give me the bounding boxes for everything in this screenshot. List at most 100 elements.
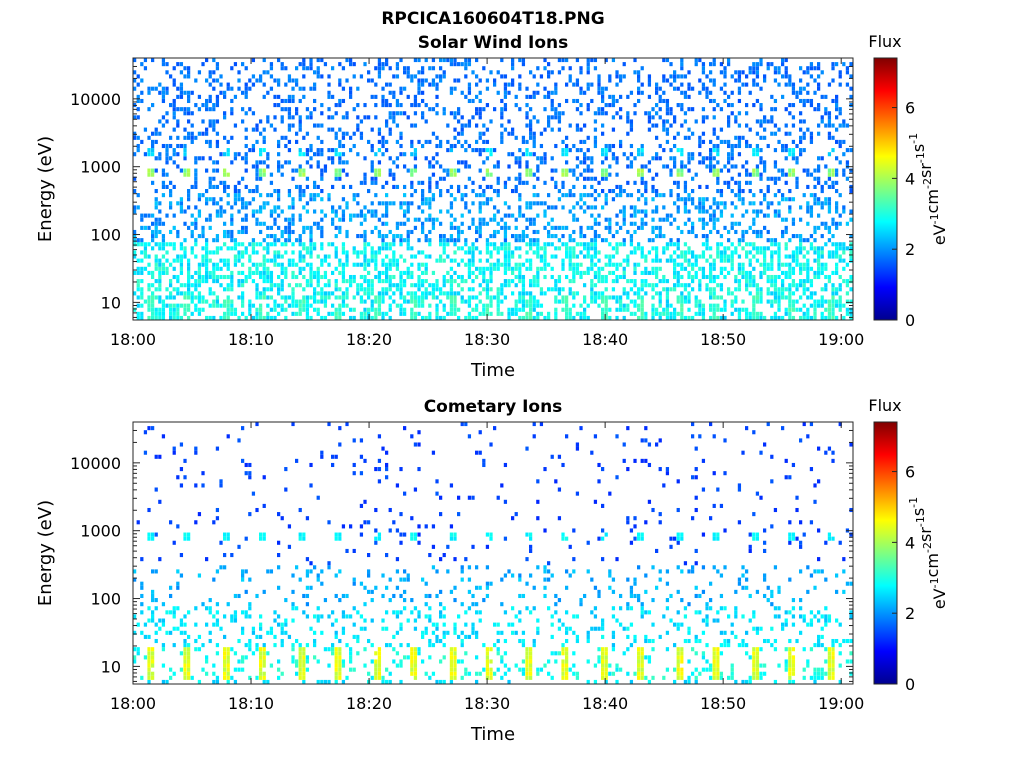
heatmap-cell: [727, 156, 731, 161]
heatmap-cell: [442, 107, 446, 112]
heatmap-cell: [543, 266, 547, 271]
heatmap-cell: [417, 205, 421, 210]
heatmap-cell: [208, 82, 212, 87]
heatmap-cell: [460, 197, 464, 202]
heatmap-cell: [550, 98, 554, 104]
heatmap-cell: [493, 189, 497, 194]
heatmap-cell: [356, 250, 360, 255]
heatmap-cell: [262, 70, 266, 75]
heatmap-cell: [345, 250, 349, 255]
heatmap-cell: [201, 258, 205, 263]
heatmap-cell: [669, 213, 673, 218]
heatmap-cell: [727, 291, 731, 296]
heatmap-cell: [385, 254, 389, 259]
heatmap-cell: [449, 86, 454, 91]
heatmap-cell: [795, 246, 799, 251]
heatmap-cell: [518, 74, 522, 79]
heatmap-cell: [435, 184, 439, 189]
heatmap-cell: [777, 176, 781, 181]
heatmap-cell: [172, 266, 176, 271]
heatmap-cell: [590, 279, 594, 284]
heatmap-cell: [421, 180, 425, 185]
heatmap-cell: [248, 270, 252, 275]
heatmap-cell: [403, 283, 407, 288]
heatmap-cell: [669, 287, 673, 292]
heatmap-cell: [676, 254, 680, 259]
heatmap-cell: [485, 238, 490, 243]
heatmap-cell: [338, 217, 342, 222]
heatmap-cell: [323, 270, 328, 275]
heatmap-cell: [259, 209, 263, 214]
heatmap-cell: [849, 287, 853, 292]
heatmap-cell: [158, 618, 162, 623]
heatmap-cell: [287, 139, 292, 144]
heatmap-cell: [313, 246, 317, 251]
heatmap-cell: [590, 98, 594, 104]
heatmap-cell: [280, 295, 284, 300]
heatmap-cell: [136, 148, 140, 153]
heatmap-cell: [680, 291, 684, 296]
heatmap-cell: [791, 234, 796, 239]
heatmap-cell: [547, 205, 551, 210]
heatmap-cell: [287, 262, 292, 267]
heatmap-cell: [309, 270, 313, 275]
heatmap-cell: [658, 229, 662, 235]
heatmap-cell: [799, 307, 803, 312]
heatmap-cell: [460, 287, 464, 292]
heatmap-cell: [777, 139, 781, 144]
heatmap-cell: [745, 315, 749, 320]
heatmap-cell: [662, 119, 666, 124]
heatmap-cell: [637, 189, 641, 194]
heatmap-cell: [194, 205, 198, 210]
heatmap-cell: [187, 172, 191, 177]
heatmap-cell: [338, 229, 342, 235]
heatmap-cell: [478, 135, 482, 140]
heatmap-cell: [745, 254, 749, 259]
heatmap-cell: [590, 238, 594, 243]
heatmap-cell: [147, 213, 151, 218]
heatmap-cell: [255, 307, 259, 312]
heatmap-cell: [147, 107, 151, 112]
heatmap-cell: [381, 201, 385, 206]
heatmap-cell: [277, 213, 281, 218]
heatmap-cell: [655, 270, 659, 275]
heatmap-cell: [215, 507, 220, 513]
heatmap-cell: [219, 152, 223, 157]
heatmap-cell: [680, 311, 684, 316]
heatmap-cell: [439, 221, 443, 226]
heatmap-cell: [233, 197, 238, 202]
heatmap-cell: [759, 295, 763, 300]
heatmap-cell: [568, 193, 572, 198]
heatmap-cell: [485, 184, 490, 189]
heatmap-cell: [655, 283, 659, 288]
heatmap-cell: [446, 189, 450, 194]
heatmap-cell: [460, 90, 464, 95]
heatmap-cell: [464, 160, 468, 165]
heatmap-cell: [154, 630, 158, 635]
heatmap-cell: [691, 221, 695, 226]
heatmap-cell: [835, 209, 839, 214]
heatmap-cell: [169, 667, 173, 672]
heatmap-cell: [507, 315, 511, 320]
heatmap-cell: [367, 189, 371, 194]
heatmap-cell: [169, 143, 173, 149]
heatmap-cell: [507, 250, 511, 255]
heatmap-cell: [287, 115, 292, 120]
heatmap-cell: [687, 274, 691, 280]
heatmap-cell: [442, 176, 446, 181]
heatmap-cell: [665, 295, 670, 300]
heatmap-cell: [223, 671, 227, 676]
y-tick-label: 1000: [80, 158, 121, 177]
heatmap-cell: [709, 213, 713, 218]
heatmap-cell: [597, 295, 601, 300]
heatmap-cell: [586, 62, 590, 67]
heatmap-cell: [770, 262, 774, 267]
heatmap-cell: [748, 274, 752, 280]
heatmap-cell: [529, 299, 533, 304]
heatmap-cell: [809, 139, 814, 144]
heatmap-cell: [514, 303, 518, 308]
heatmap-cell: [748, 315, 752, 320]
heatmap-cell: [503, 254, 508, 259]
heatmap-cell: [161, 115, 166, 120]
